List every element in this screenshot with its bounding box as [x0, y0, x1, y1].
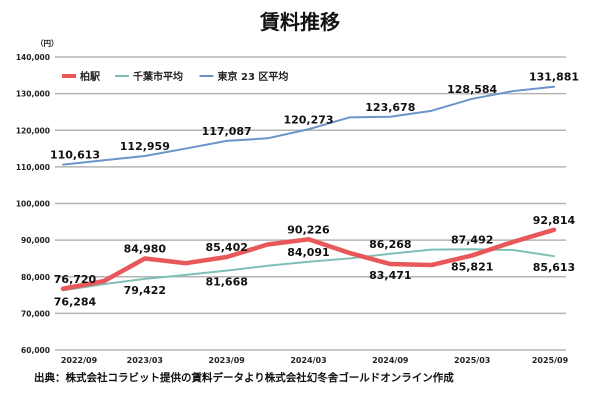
legend-label: 千葉市平均: [133, 70, 183, 83]
legend-label: 柏駅: [80, 70, 101, 83]
y-tick-label: 80,000: [21, 273, 50, 282]
data-label: 131,881: [529, 71, 579, 84]
data-label: 112,959: [120, 140, 170, 153]
data-label: 79,422: [124, 284, 166, 297]
source-note: 出典：株式会社コラビット提供の賃料データより株式会社幻冬舎ゴールドオンライン作成: [34, 372, 454, 384]
x-tick-label: 2025/09: [532, 356, 569, 365]
data-label: 83,471: [369, 269, 411, 282]
x-tick-label: 2022/09: [61, 356, 98, 365]
y-unit-label: （円）: [36, 38, 59, 48]
y-tick-label: 60,000: [21, 346, 50, 355]
data-label: 87,492: [451, 233, 493, 246]
data-label: 84,980: [124, 243, 167, 256]
x-tick-label: 2024/03: [290, 356, 326, 365]
x-tick-label: 2025/03: [454, 356, 490, 365]
data-label: 117,087: [202, 125, 252, 138]
y-tick-label: 120,000: [16, 126, 50, 135]
data-label: 76,720: [54, 273, 97, 286]
data-label: 123,678: [365, 101, 415, 114]
y-tick-label: 130,000: [16, 90, 50, 99]
data-label: 128,584: [447, 83, 497, 96]
y-tick-label: 70,000: [21, 309, 50, 318]
data-label: 76,284: [54, 295, 97, 308]
data-label: 85,402: [205, 241, 247, 254]
data-label: 85,613: [533, 261, 575, 274]
x-tick-label: 2023/03: [127, 356, 163, 365]
chart-title: 賃料推移: [260, 10, 340, 34]
legend-label: 東京 23 区平均: [218, 70, 289, 83]
data-label: 81,668: [205, 276, 247, 289]
y-tick-label: 100,000: [16, 200, 50, 209]
x-tick-label: 2024/09: [372, 356, 409, 365]
y-tick-label: 110,000: [16, 163, 50, 172]
data-label: 85,821: [451, 260, 493, 273]
data-label: 84,091: [287, 246, 329, 259]
data-label: 120,273: [283, 113, 333, 126]
data-label: 86,268: [369, 238, 411, 251]
x-tick-label: 2023/09: [209, 356, 246, 365]
y-tick-label: 90,000: [21, 236, 50, 245]
data-label: 110,613: [50, 149, 100, 162]
data-label: 92,814: [533, 214, 576, 227]
data-label: 90,226: [287, 223, 330, 236]
y-tick-label: 140,000: [16, 53, 50, 62]
